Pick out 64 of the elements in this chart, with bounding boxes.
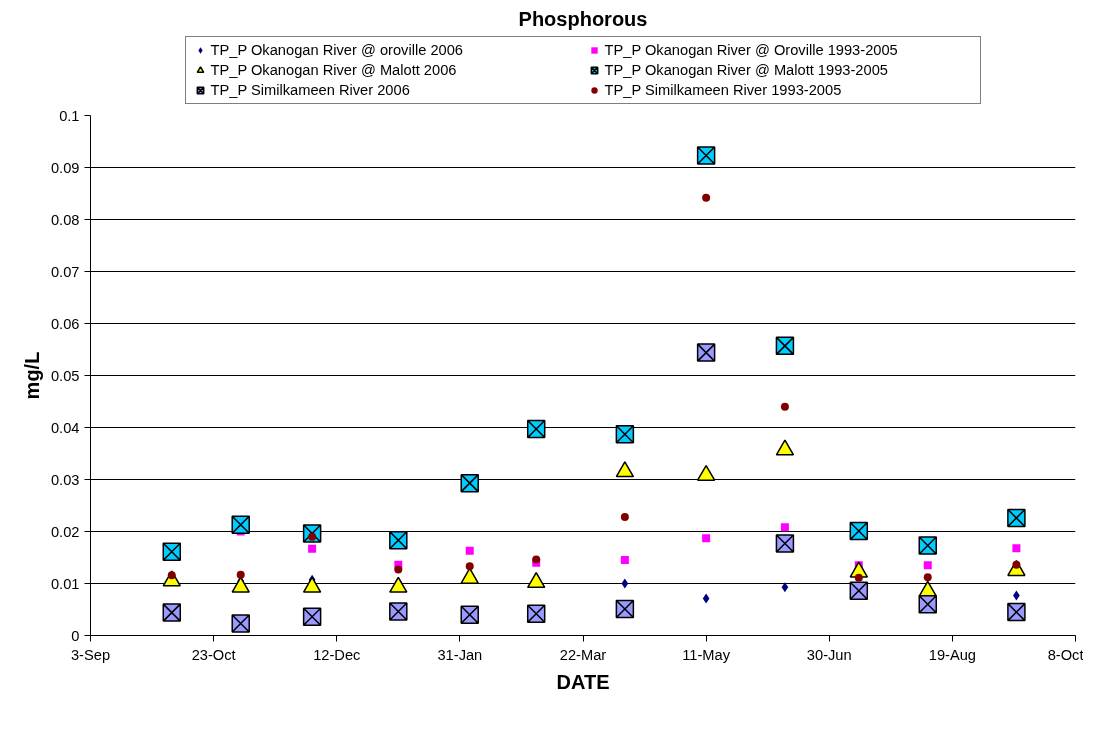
y-tick-label: 0.03: [50, 471, 80, 488]
y-tick-label: 0.08: [50, 211, 80, 228]
point: [460, 473, 479, 493]
legend-label: TP_P Okanogan River @ Malott 2006: [210, 61, 458, 78]
point: [1012, 544, 1021, 553]
legend-label: TP_P Okanogan River @ Oroville 1993-2005: [604, 41, 899, 58]
point: [780, 523, 789, 532]
x-tick-label: 23-Oct: [191, 646, 236, 663]
y-tick-label: 0.01: [50, 575, 80, 592]
x-tick-label: 11-May: [682, 646, 731, 663]
point: [775, 534, 795, 553]
legend-label: TP_P Okanogan River @ oroville 2006: [210, 41, 464, 58]
x-tick-label: 31-Jan: [437, 646, 483, 663]
chart-title: Phosphorous: [518, 7, 648, 30]
point: [923, 561, 932, 570]
point: [526, 604, 546, 623]
y-tick-label: 0.06: [50, 315, 80, 332]
y-tick-label: 0.04: [50, 419, 80, 436]
point: [620, 512, 629, 521]
y-axis-title: mg/L: [20, 351, 43, 400]
y-tick-label: 0: [71, 627, 80, 644]
point: [162, 603, 182, 622]
x-tick-label: 30-Jun: [806, 646, 852, 663]
point: [389, 531, 408, 550]
legend-label: TP_P Okanogan River @ Malott 1993-2005: [604, 61, 889, 78]
point: [308, 532, 317, 541]
point: [465, 546, 474, 555]
x-axis-title: DATE: [556, 670, 610, 693]
point: [308, 544, 317, 553]
point: [696, 146, 716, 165]
y-tick-label: 0.05: [50, 367, 80, 384]
point: [621, 578, 629, 589]
point: [1007, 602, 1026, 622]
point: [231, 614, 250, 633]
legend-label: TP_P Similkameen River 2006: [210, 81, 411, 98]
point: [918, 595, 937, 614]
point: [620, 556, 629, 565]
y-tick-label: 0.09: [50, 159, 80, 176]
x-tick-label: 8-Oct: [1047, 646, 1084, 663]
point: [615, 425, 635, 444]
point: [394, 565, 403, 574]
y-tick-label: 0.1: [59, 107, 80, 124]
point: [231, 515, 250, 534]
point: [1007, 508, 1026, 528]
point: [389, 602, 408, 621]
x-tick-label: 3-Sep: [70, 646, 111, 663]
x-tick-label: 22-Mar: [559, 646, 607, 663]
legend-label: TP_P Similkameen River 1993-2005: [604, 81, 843, 98]
point: [702, 534, 711, 543]
point: [460, 605, 479, 624]
point: [854, 573, 863, 582]
point: [780, 402, 789, 411]
point: [781, 582, 789, 593]
point: [923, 573, 932, 582]
y-tick-label: 0.02: [50, 523, 80, 540]
y-tick-label: 0.07: [50, 263, 80, 280]
point: [702, 593, 710, 604]
x-tick-label: 12-Dec: [313, 646, 361, 663]
x-tick-label: 19-Aug: [928, 646, 977, 663]
point: [696, 343, 716, 362]
point: [236, 570, 245, 579]
point: [702, 193, 711, 202]
point: [465, 562, 474, 571]
point: [918, 536, 937, 555]
